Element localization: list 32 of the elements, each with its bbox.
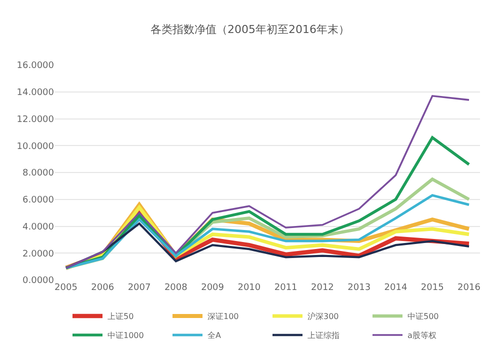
line-series — [64, 222, 470, 269]
x-tick-label: 2016 — [458, 283, 481, 293]
legend-label: 沪深300 — [308, 312, 339, 322]
y-tick-label: 6.0000 — [22, 196, 54, 206]
y-tick-label: 12.0000 — [16, 114, 54, 125]
legend-label: 全A — [208, 331, 222, 340]
y-tick-label: 0.0000 — [22, 276, 54, 286]
legend-label: 上证综指 — [308, 331, 340, 340]
x-tick-label: 2007 — [128, 283, 151, 293]
x-tick-label: 2013 — [348, 283, 371, 293]
y-tick-label: 4.0000 — [22, 222, 54, 232]
x-tick-label: 2005 — [54, 283, 78, 293]
legend-label: 深证100 — [208, 312, 239, 322]
x-tick-label: 2014 — [384, 283, 408, 293]
x-tick-label: 2012 — [311, 283, 334, 293]
line-series — [65, 95, 470, 269]
x-tick-label: 2008 — [164, 283, 188, 293]
x-tick-label: 2006 — [91, 283, 114, 293]
chart-title: 各类指数净值（2005年初至2016年末） — [150, 23, 350, 36]
x-tick-label: 2010 — [238, 283, 261, 293]
legend-label: 上证50 — [108, 312, 134, 322]
legend-label: 中证500 — [408, 312, 439, 322]
y-tick-label: 16.0000 — [16, 61, 54, 72]
legend-label: a股等权 — [408, 331, 436, 340]
y-tick-label: 8.0000 — [22, 168, 54, 179]
x-tick-label: 2009 — [201, 283, 224, 293]
y-tick-label: 10.0000 — [16, 142, 54, 152]
x-tick-label: 2011 — [274, 283, 298, 293]
legend-label: 中证1000 — [108, 331, 144, 340]
y-tick-label: 14.0000 — [16, 88, 54, 98]
x-tick-label: 2015 — [420, 283, 444, 293]
y-tick-label: 2.0000 — [22, 249, 54, 260]
